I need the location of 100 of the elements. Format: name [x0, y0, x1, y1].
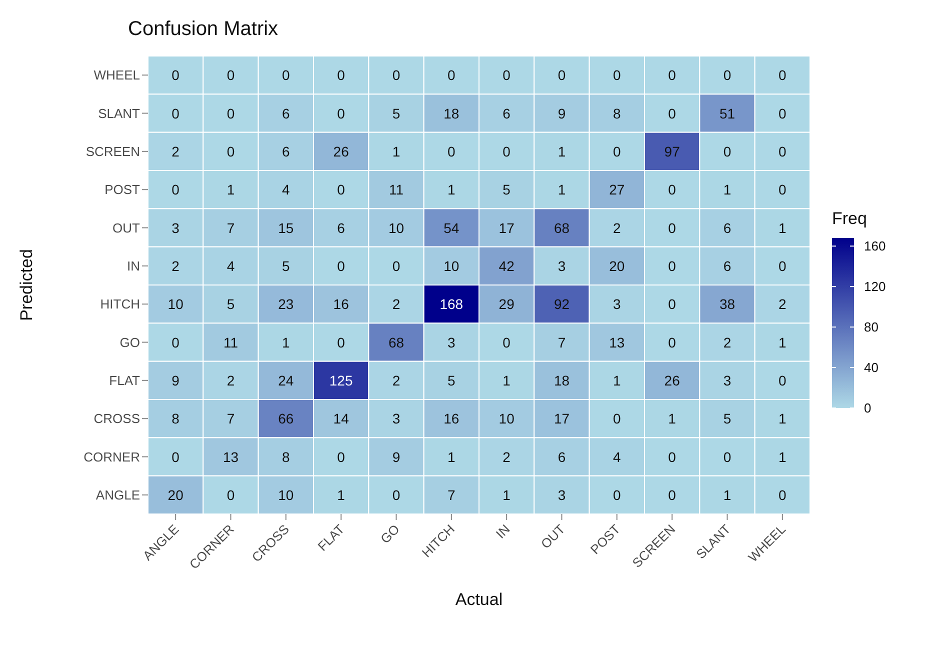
data-label: 17 [498, 220, 515, 236]
data-label: 2 [392, 372, 400, 388]
data-label: 13 [222, 448, 239, 465]
data-label: 0 [778, 372, 787, 388]
data-label: 0 [226, 105, 235, 122]
data-label: 10 [388, 220, 404, 236]
data-label: 2 [723, 334, 732, 350]
data-label: 2 [778, 296, 787, 312]
data-label: 1 [613, 372, 622, 388]
data-label: 14 [333, 410, 350, 427]
data-label: 7 [448, 486, 456, 503]
data-label: 0 [337, 67, 346, 84]
data-label: 0 [172, 334, 180, 350]
data-label: 0 [337, 258, 346, 274]
data-label: 13 [609, 334, 625, 350]
data-label: 8 [172, 410, 180, 427]
data-label: 8 [282, 448, 290, 465]
data-label: 18 [554, 372, 570, 388]
y-tick-label: IN [127, 258, 140, 274]
data-label: 3 [558, 486, 566, 503]
data-label: 0 [778, 486, 787, 503]
data-label: 2 [226, 372, 235, 388]
chart-title: Confusion Matrix [128, 18, 278, 41]
data-label: 0 [502, 143, 511, 160]
data-label: 3 [558, 258, 566, 274]
data-label: 0 [613, 67, 622, 84]
data-label: 20 [609, 258, 625, 274]
data-label: 2 [172, 143, 180, 160]
x-tick-label: IN [492, 522, 513, 542]
data-label: 0 [723, 67, 732, 84]
data-label: 1 [392, 143, 400, 160]
data-label: 0 [723, 448, 732, 465]
data-label: 0 [282, 67, 290, 84]
data-label: 0 [558, 67, 566, 84]
data-label: 0 [613, 486, 622, 503]
data-label: 168 [440, 296, 464, 312]
data-label: 66 [278, 410, 294, 427]
data-label: 42 [498, 258, 515, 274]
y-axis-title: Predicted [17, 248, 37, 323]
data-label: 0 [668, 105, 676, 122]
y-tick-label: CORNER [84, 449, 140, 464]
data-label: 3 [723, 372, 732, 388]
data-label: 0 [668, 220, 676, 236]
color-bar-label: 40 [864, 360, 878, 376]
y-tick-label: CROSS [94, 411, 140, 426]
data-label: 6 [282, 143, 290, 160]
data-label: 0 [226, 67, 235, 84]
data-label: 5 [226, 296, 235, 312]
data-label: 15 [278, 220, 294, 236]
data-label: 0 [778, 258, 787, 274]
data-label: 4 [226, 258, 235, 274]
data-label: 0 [448, 143, 456, 160]
data-label: 26 [333, 143, 350, 160]
data-label: 125 [329, 372, 353, 388]
data-label: 5 [723, 410, 732, 427]
data-label: 11 [223, 334, 238, 350]
y-tick-label: SCREEN [86, 144, 140, 160]
data-label: 6 [502, 105, 511, 122]
y-tick-label: GO [120, 334, 140, 350]
data-label: 0 [392, 486, 400, 503]
y-tick-label: POST [104, 182, 140, 198]
y-tick-label: ANGLE [96, 488, 140, 503]
data-label: 10 [498, 410, 515, 427]
color-bar-label: 160 [864, 238, 886, 254]
data-label: 10 [278, 486, 294, 503]
data-label: 0 [778, 67, 787, 84]
data-label: 1 [778, 410, 787, 427]
data-label: 1 [502, 372, 511, 388]
data-label: 0 [668, 486, 676, 503]
y-tick-label: HITCH [100, 296, 140, 312]
data-label: 3 [448, 334, 456, 350]
data-label: 0 [172, 448, 180, 465]
data-label: 68 [554, 220, 570, 236]
data-label: 0 [778, 182, 787, 198]
data-label: 9 [558, 105, 566, 122]
y-tick-label: WHEEL [94, 68, 140, 83]
data-label: 11 [388, 182, 404, 198]
data-label: 29 [498, 296, 515, 312]
data-label: 0 [668, 182, 676, 198]
data-label: 9 [392, 448, 400, 465]
data-label: 2 [613, 220, 622, 236]
data-label: 9 [172, 372, 180, 388]
data-label: 6 [337, 220, 346, 236]
data-label: 0 [172, 105, 180, 122]
y-tick-label: OUT [112, 220, 140, 236]
data-label: 6 [723, 258, 732, 274]
x-tick-label: GO [377, 522, 402, 546]
data-label: 0 [448, 67, 456, 84]
color-bar-label: 0 [864, 400, 872, 416]
data-label: 10 [168, 296, 184, 312]
data-label: 2 [502, 448, 511, 465]
data-label: 0 [337, 105, 346, 122]
data-label: 51 [719, 105, 736, 122]
data-label: 0 [668, 448, 676, 465]
data-label: 20 [168, 486, 184, 503]
data-label: 27 [609, 182, 625, 198]
data-label: 1 [778, 334, 787, 350]
data-label: 0 [502, 334, 511, 350]
data-label: 17 [554, 410, 570, 427]
data-label: 6 [558, 448, 566, 465]
